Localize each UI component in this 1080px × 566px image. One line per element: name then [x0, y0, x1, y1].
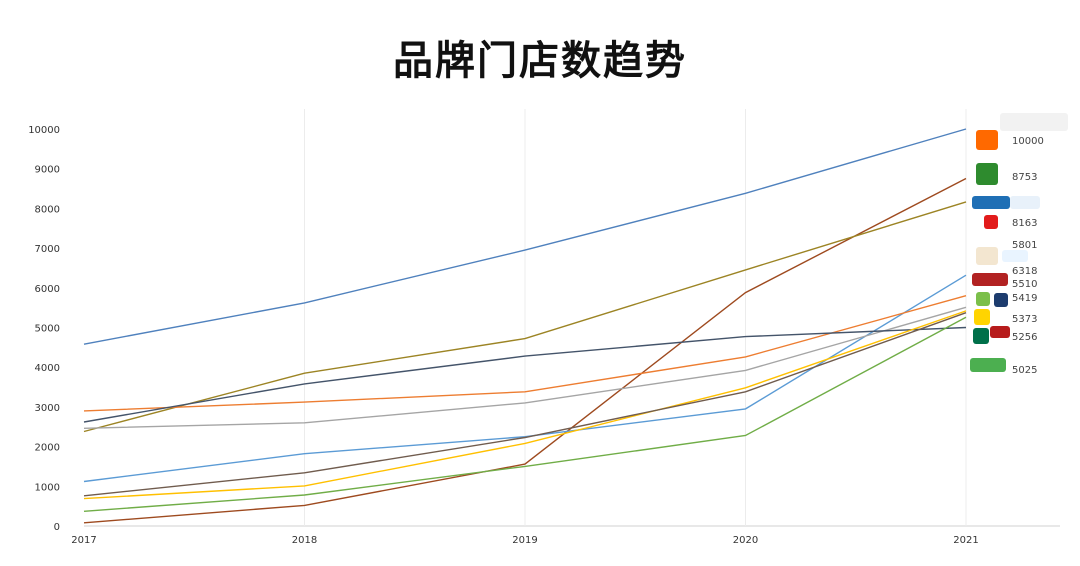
huawei-logo	[1000, 113, 1068, 131]
y-tick-label: 6000	[35, 284, 60, 295]
y-tick-label: 10000	[28, 125, 60, 136]
brand-logo-yellow	[974, 309, 990, 325]
series-line-10	[83, 316, 967, 512]
x-tick-label: 2017	[71, 535, 96, 546]
brand-logo-lightgreen	[976, 292, 990, 306]
starbucks-logo	[973, 328, 989, 344]
end-value-label: 5510	[1012, 279, 1037, 290]
series-line-4	[83, 274, 967, 483]
series-line-5	[83, 295, 967, 412]
x-tick-label: 2019	[512, 535, 537, 546]
y-tick-label: 4000	[35, 363, 60, 374]
series-line-6	[83, 306, 967, 429]
brand-logo-navy	[994, 293, 1008, 307]
series-line-3	[83, 201, 967, 433]
y-tick-label: 1000	[35, 482, 60, 493]
brand-logo-fruit	[970, 358, 1006, 372]
series-line-1	[83, 128, 967, 345]
chart-title: 品牌门店数趋势	[393, 38, 687, 84]
series-line-2	[83, 177, 967, 524]
end-value-label: 8163	[1012, 218, 1037, 229]
y-tick-label: 8000	[35, 204, 60, 215]
brand-logo-green	[976, 163, 998, 185]
end-value-label: 10000	[1012, 136, 1044, 147]
x-tick-label: 2020	[733, 535, 758, 546]
end-value-label: 5373	[1012, 314, 1037, 325]
end-value-label: 5419	[1012, 293, 1037, 304]
brand-logo-red-circle	[984, 215, 998, 229]
brand-logo-maroon	[990, 326, 1010, 338]
end-value-label: 5801	[1012, 240, 1037, 251]
pharmacy-logo	[1010, 196, 1040, 209]
y-tick-label: 7000	[35, 244, 60, 255]
end-value-label: 8753	[1012, 172, 1037, 183]
xiaomi-logo	[976, 130, 998, 150]
y-tick-label: 9000	[35, 165, 60, 176]
end-value-label: 6318	[1012, 266, 1037, 277]
x-tick-label: 2021	[953, 535, 978, 546]
brand-logo-blue	[972, 196, 1010, 209]
x-tick-label: 2018	[292, 535, 317, 546]
brand-logo-darkred	[972, 273, 1008, 286]
y-tick-label: 2000	[35, 443, 60, 454]
end-value-label: 5025	[1012, 365, 1037, 376]
y-tick-label: 3000	[35, 403, 60, 414]
end-value-label: 5256	[1012, 332, 1037, 343]
series-line-8	[83, 310, 967, 500]
brand-logo-cream	[976, 247, 998, 265]
series-line-7	[83, 326, 967, 423]
y-tick-label: 0	[54, 522, 60, 533]
aiqin-logo	[1002, 250, 1028, 262]
y-tick-label: 5000	[35, 324, 60, 335]
series-line-9	[83, 312, 967, 497]
